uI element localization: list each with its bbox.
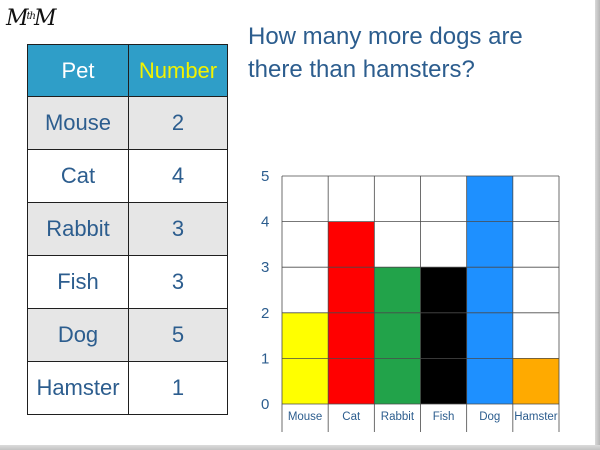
y-tick-label: 4	[261, 214, 269, 231]
slide-edge-bottom	[0, 445, 600, 450]
y-tick-label: 3	[261, 259, 269, 276]
number-cell: 4	[128, 149, 228, 203]
number-cell: 2	[128, 96, 228, 150]
number-cell: 5	[128, 308, 228, 362]
header-pet: Pet	[27, 44, 129, 97]
pet-cell: Rabbit	[27, 202, 129, 256]
pet-cell: Dog	[27, 308, 129, 362]
y-tick-label: 1	[261, 350, 269, 367]
number-cell: 3	[128, 202, 228, 256]
table-header-row: Pet Number	[27, 44, 228, 97]
table-row: Rabbit 3	[27, 202, 228, 256]
question-text: How many more dogs are there than hamste…	[248, 23, 523, 83]
number-cell: 3	[128, 255, 228, 309]
table-row: Dog 5	[27, 308, 228, 362]
x-category-label: Mouse	[288, 411, 323, 423]
pet-cell: Mouse	[27, 96, 129, 150]
number-cell: 1	[128, 361, 228, 415]
pet-table: Pet Number Mouse 2 Cat 4 Rabbit 3 Fish 3	[27, 44, 228, 415]
y-tick-label: 2	[261, 305, 269, 322]
maths-logo: MthM	[6, 6, 57, 31]
slide-edge-right	[595, 0, 600, 450]
x-category-label: Cat	[342, 411, 361, 423]
bar-hamster	[512, 358, 559, 404]
table-row: Fish 3	[27, 255, 228, 309]
table-row: Cat 4	[27, 149, 228, 203]
bar-dog	[466, 176, 513, 404]
x-category-label: Rabbit	[381, 411, 415, 423]
y-tick-label: 0	[261, 396, 269, 413]
bar-fish	[420, 267, 467, 404]
header-number: Number	[128, 44, 228, 97]
pet-cell: Cat	[27, 149, 129, 203]
table-row: Hamster 1	[27, 361, 228, 415]
pet-cell: Fish	[27, 255, 129, 309]
x-category-label: Fish	[433, 411, 455, 423]
table-row: Mouse 2	[27, 96, 228, 150]
pet-cell: Hamster	[27, 361, 129, 415]
bar-rabbit	[374, 267, 421, 404]
x-category-label: Hamster	[514, 411, 558, 423]
y-tick-label: 5	[261, 168, 269, 185]
x-category-label: Dog	[479, 411, 500, 423]
